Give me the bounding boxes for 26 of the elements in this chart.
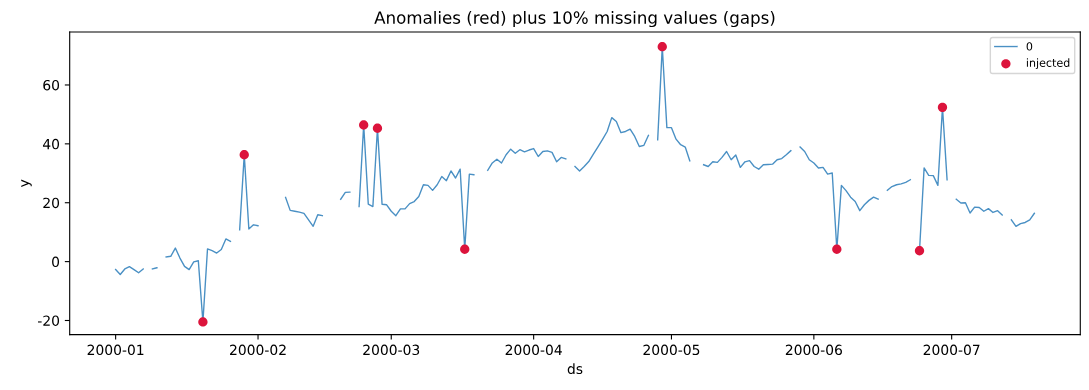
point [198,317,208,327]
x-axis-title: ds [567,363,583,375]
y-tick-label: 20 [43,197,60,209]
x-tick-label: 2000-02 [230,344,286,356]
y-tick-label: -20 [37,315,60,326]
legend-label: injected [1026,58,1070,70]
point [657,42,667,52]
point [937,102,948,112]
point [239,150,249,160]
point [359,120,369,130]
chart-title: Anomalies (red) plus 10% missing values (gaps) [374,10,775,28]
x-tick-label: 2000-04 [505,344,562,356]
x-tick-label: 2000-06 [785,344,842,356]
point [914,246,925,256]
y-tick-label: 0 [52,256,60,268]
x-tick-label: 2000-03 [363,344,420,356]
y-tick-label: 60 [43,79,60,91]
y-tick-label: 40 [42,138,60,150]
point [460,244,470,254]
point [832,244,842,254]
point [372,123,383,133]
legend-label: 0 [1026,42,1033,51]
y-axis-title: y [21,179,32,187]
x-tick-label: 2000-05 [643,344,700,356]
x-tick-label: 2000-07 [923,344,980,356]
x-tick-label: 2000-01 [87,344,144,356]
